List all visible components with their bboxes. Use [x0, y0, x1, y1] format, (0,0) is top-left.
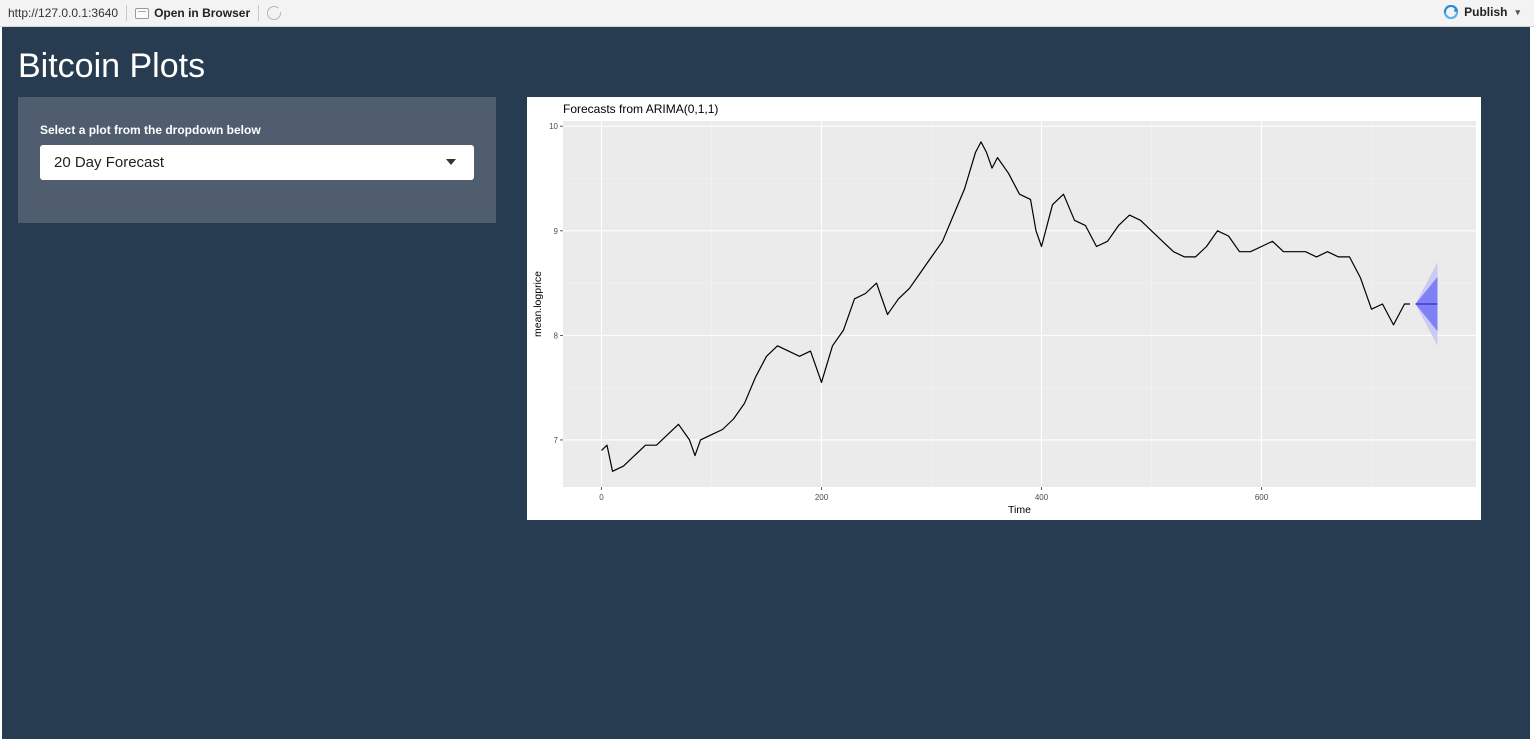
x-tick-label: 0 [599, 493, 604, 502]
document-icon [135, 7, 150, 19]
x-tick-label: 600 [1255, 493, 1269, 502]
toolbar-divider [258, 5, 260, 21]
toolbar-divider [126, 5, 128, 21]
chart-title: Forecasts from ARIMA(0,1,1) [563, 102, 718, 116]
publish-label: Publish [1464, 5, 1508, 19]
forecast-plot: 0 200 400 600 7 8 9 10 Forecasts from ARIMA(0,1,… [527, 97, 1481, 520]
y-axis-title: mean.logprice [532, 271, 544, 337]
publish-icon [1444, 5, 1459, 19]
y-tick-label: 8 [554, 331, 559, 340]
publish-button[interactable]: Publish ▾ [1443, 5, 1520, 19]
sidebar-panel: Select a plot from the dropdown below 20… [18, 97, 496, 223]
y-tick-label: 7 [554, 436, 559, 445]
dropdown-label: Select a plot from the dropdown below [40, 123, 261, 137]
plot-select-value: 20 Day Forecast [54, 154, 165, 171]
open-in-browser-label: Open in Browser [154, 6, 251, 20]
x-tick-label: 400 [1035, 493, 1049, 502]
plot-panel [563, 121, 1476, 487]
url-text: http://127.0.0.1:3640 [8, 6, 119, 20]
viewer-toolbar: http://127.0.0.1:3640 Open in Browser Pu… [0, 0, 1534, 27]
x-tick-label: 200 [815, 493, 829, 502]
chart-svg: 0 200 400 600 7 8 9 10 Forecasts from ARIMA(0,1,… [532, 102, 1476, 516]
y-tick-label: 10 [549, 122, 558, 131]
refresh-icon[interactable] [267, 6, 283, 20]
page-title: Bitcoin Plots [18, 47, 206, 85]
x-axis-title: Time [1008, 504, 1031, 516]
chevron-down-icon: ▾ [1515, 6, 1520, 17]
y-tick-label: 9 [554, 227, 559, 236]
open-in-browser-button[interactable]: Open in Browser [135, 6, 250, 20]
plot-select[interactable]: 20 Day Forecast [40, 145, 474, 180]
shiny-app: Bitcoin Plots Select a plot from the dro… [2, 27, 1530, 739]
series-line [601, 141, 1410, 472]
caret-down-icon [446, 159, 456, 165]
